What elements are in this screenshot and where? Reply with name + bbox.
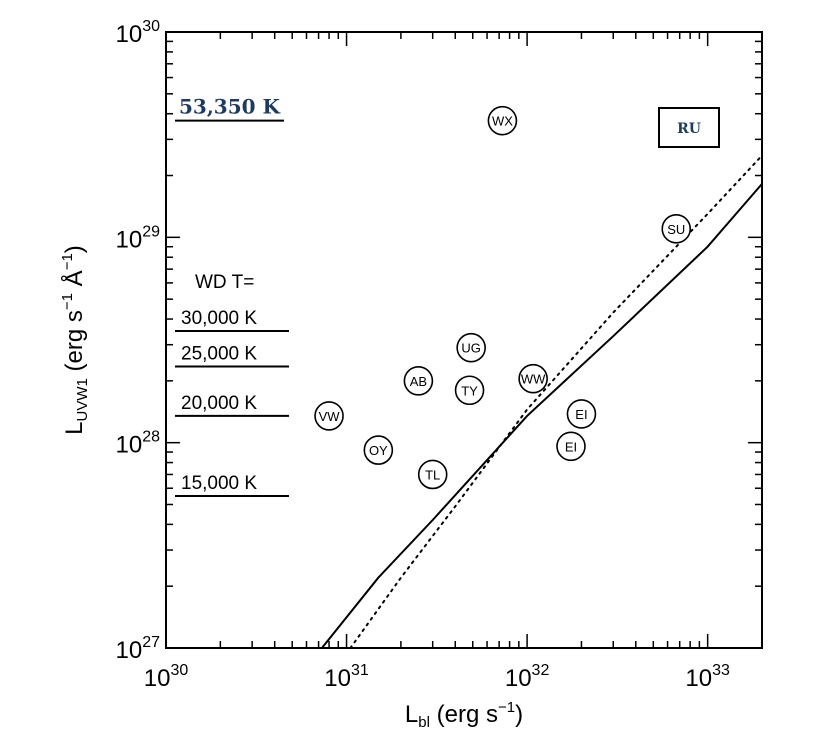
x-axis-label-close: ) bbox=[515, 701, 523, 728]
model-curves bbox=[321, 154, 763, 649]
reference-level-label: 25,000 K bbox=[181, 343, 257, 364]
axis-ticks bbox=[165, 31, 763, 649]
data-point-circle bbox=[363, 435, 394, 465]
data-point-label: UG bbox=[461, 341, 481, 356]
data-point: AB bbox=[403, 366, 434, 396]
y-tick-label-base: 10 bbox=[116, 21, 143, 48]
y-axis-label-sup1: −1 bbox=[59, 293, 76, 310]
data-point: TL bbox=[417, 459, 448, 490]
x-tick-label: 1031 bbox=[324, 662, 369, 692]
ru-box bbox=[658, 107, 720, 148]
x-tick-label-base: 10 bbox=[505, 665, 532, 692]
data-point: TY bbox=[454, 375, 485, 406]
data-point: OY bbox=[363, 435, 394, 465]
data-point-label: WW bbox=[521, 372, 546, 387]
data-point-label: TY bbox=[461, 383, 478, 398]
x-tick-label-base: 10 bbox=[144, 665, 171, 692]
data-point-circle bbox=[661, 214, 692, 244]
data-point-label: EI bbox=[575, 407, 587, 422]
reference-level-label: 30,000 K bbox=[181, 308, 257, 329]
data-point: WX bbox=[487, 105, 518, 136]
y-tick-label: 1028 bbox=[116, 429, 161, 459]
data-point: SU bbox=[661, 214, 692, 244]
y-tick-label-base: 10 bbox=[116, 226, 143, 253]
y-tick-label-exp: 30 bbox=[142, 18, 160, 35]
data-point-label: EI bbox=[565, 439, 577, 454]
y-tick-label-exp: 28 bbox=[142, 429, 160, 446]
y-axis-label-sub: UVW1 bbox=[74, 378, 91, 421]
x-tick-label: 1032 bbox=[505, 662, 550, 692]
y-tick-label: 1030 bbox=[116, 18, 161, 48]
x-axis-label-sub: bl bbox=[418, 714, 430, 731]
data-point: VW bbox=[314, 401, 344, 431]
y-axis-label-mid: Å bbox=[60, 270, 88, 293]
data-point-circle bbox=[566, 399, 597, 429]
y-tick-label-base: 10 bbox=[116, 637, 143, 664]
x-axis-label-rest: (erg s bbox=[430, 701, 498, 728]
x-axis-label: Lbl (erg s−1) bbox=[405, 699, 523, 731]
y-tick-label-exp: 29 bbox=[142, 223, 160, 240]
reference-levels: 53,350 K 30,000 K 25,000 K 20,000 K 15,000 K bbox=[175, 95, 289, 497]
x-tick-label-exp: 32 bbox=[532, 662, 550, 679]
reference-level-label: 20,000 K bbox=[181, 393, 257, 414]
data-points: WX SU UG AB TY WW VW EI EI OY TL bbox=[314, 105, 692, 490]
data-point: EI bbox=[556, 431, 586, 462]
x-tick-label: 1030 bbox=[144, 662, 189, 692]
y-axis-label-main: L bbox=[61, 421, 88, 434]
data-point-label: TL bbox=[425, 467, 440, 482]
data-point: UG bbox=[456, 332, 486, 363]
data-point-circle bbox=[403, 366, 434, 396]
data-point-circle bbox=[417, 459, 448, 490]
ru-legend-box: RU bbox=[658, 107, 720, 148]
data-point-label: AB bbox=[410, 374, 427, 389]
y-tick-label-base: 10 bbox=[116, 432, 143, 459]
x-tick-label: 1033 bbox=[685, 662, 730, 692]
data-point-circle bbox=[454, 375, 485, 406]
plot-frame bbox=[165, 31, 763, 649]
data-point-circle bbox=[518, 363, 548, 394]
y-axis-label: LUVW1 (erg s−1 Å−1) bbox=[59, 245, 91, 435]
data-point-circle bbox=[314, 401, 344, 431]
y-tick-label: 1027 bbox=[116, 634, 161, 664]
x-axis-label-sup: −1 bbox=[498, 699, 515, 716]
x-tick-label-exp: 31 bbox=[351, 662, 369, 679]
data-point-label: SU bbox=[667, 222, 685, 237]
data-point-circle bbox=[556, 431, 586, 462]
data-point-label: VW bbox=[319, 409, 341, 424]
y-axis-label-rest: (erg s bbox=[61, 310, 88, 378]
data-point-circle bbox=[487, 105, 518, 136]
reference-level-label: 15,000 K bbox=[181, 473, 257, 494]
data-point: EI bbox=[566, 399, 597, 429]
data-point-label: WX bbox=[492, 114, 513, 129]
x-tick-label-exp: 33 bbox=[712, 662, 730, 679]
data-point-circle bbox=[456, 332, 486, 363]
data-point: WW bbox=[518, 363, 548, 394]
reference-level-label: 53,350 K bbox=[179, 95, 281, 119]
x-tick-label-exp: 30 bbox=[170, 662, 188, 679]
dotted-model-curve bbox=[349, 154, 763, 649]
y-axis-label-sup2: −1 bbox=[59, 253, 76, 270]
data-point-label: OY bbox=[369, 443, 388, 458]
wd-temperature-heading: WD T= bbox=[195, 272, 254, 293]
x-tick-label-base: 10 bbox=[324, 665, 351, 692]
solid-model-curve bbox=[321, 183, 763, 649]
ru-box-label: RU bbox=[677, 121, 701, 137]
x-axis-label-main: L bbox=[405, 701, 418, 728]
y-tick-label: 1029 bbox=[116, 223, 161, 253]
x-tick-label-base: 10 bbox=[685, 665, 712, 692]
x-tick-labels: 1030 1031 1032 1033 bbox=[144, 662, 730, 692]
y-tick-label-exp: 27 bbox=[142, 634, 160, 651]
y-axis-label-close: ) bbox=[61, 245, 88, 253]
